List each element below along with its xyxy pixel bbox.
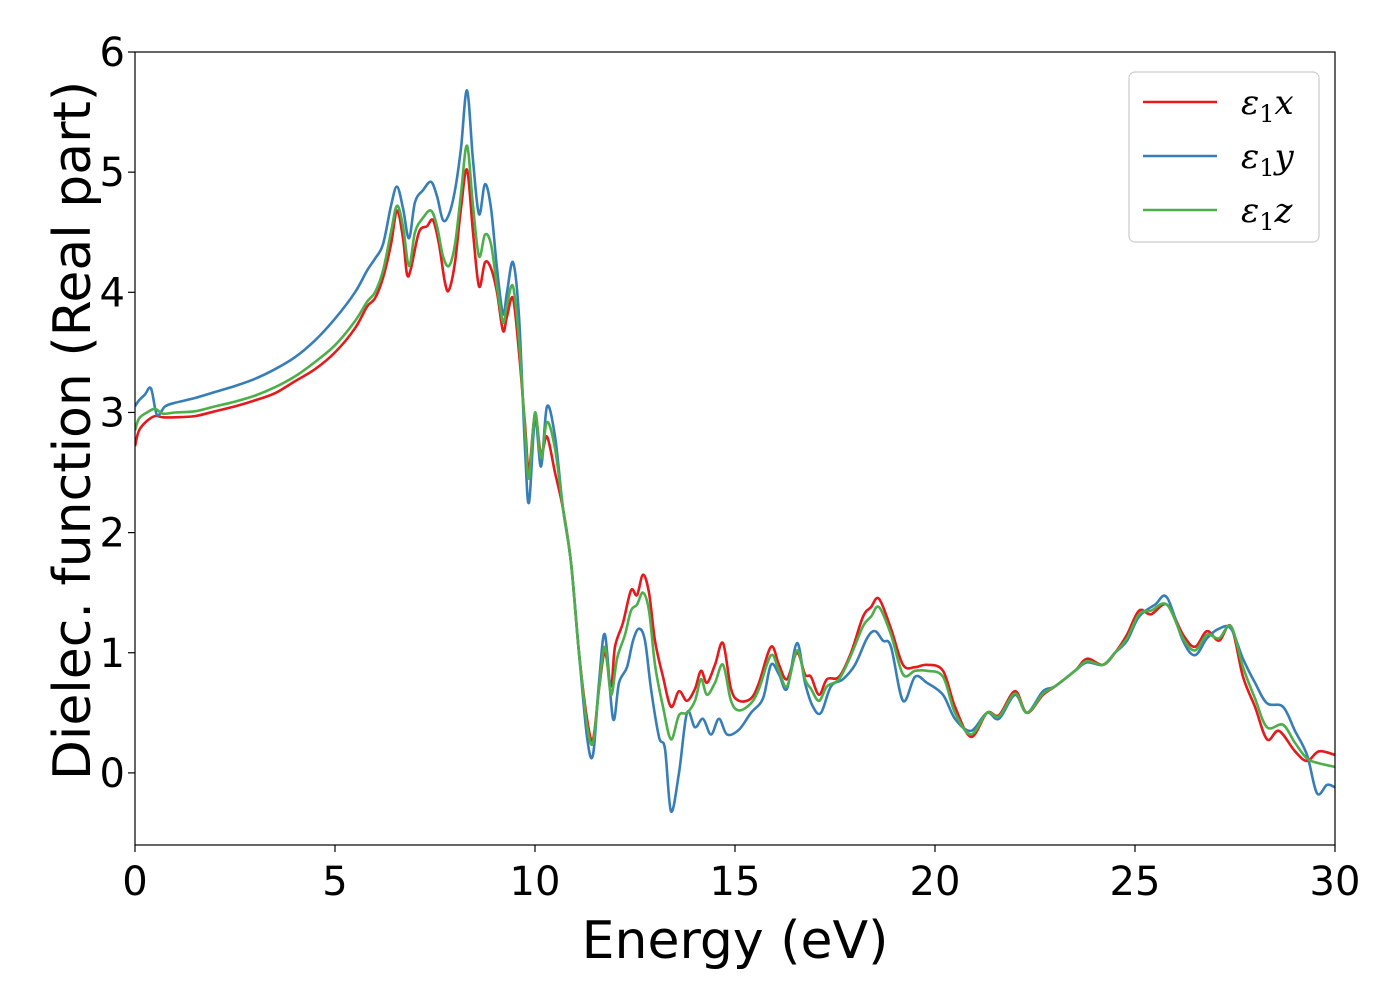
- x-tick-label: 30: [1310, 859, 1361, 905]
- x-axis-ticks: 0 5 10 15 20 25 30: [122, 845, 1360, 905]
- y-tick-label: 1: [100, 631, 125, 677]
- y-axis-ticks: 0 1 2 3 4 5 6: [100, 30, 135, 797]
- legend: ε1x ε1y ε1z: [1128, 71, 1320, 243]
- x-tick-label: 10: [510, 859, 561, 905]
- y-axis-label: Dielec. function (Real part): [43, 81, 103, 780]
- legend-box: [1128, 71, 1320, 243]
- y-tick-label: 2: [100, 511, 125, 557]
- x-tick-label: 20: [910, 859, 961, 905]
- legend-label-x: ε1x: [1241, 83, 1294, 128]
- y-tick-label: 5: [100, 150, 125, 196]
- plot-lines: [135, 89, 1335, 813]
- legend-label-z: ε1z: [1241, 191, 1294, 236]
- x-tick-label: 5: [322, 859, 347, 905]
- series-line-z: [135, 144, 1335, 769]
- legend-label-y: ε1y: [1241, 137, 1295, 182]
- y-tick-label: 4: [100, 270, 125, 316]
- x-tick-label: 15: [710, 859, 761, 905]
- x-tick-label: 0: [122, 859, 147, 905]
- y-tick-label: 3: [100, 390, 125, 436]
- x-axis-label: Energy (eV): [582, 911, 889, 971]
- y-tick-label: 0: [100, 751, 125, 797]
- x-tick-label: 25: [1110, 859, 1161, 905]
- y-tick-label: 6: [100, 30, 125, 76]
- series-line-x: [135, 168, 1335, 763]
